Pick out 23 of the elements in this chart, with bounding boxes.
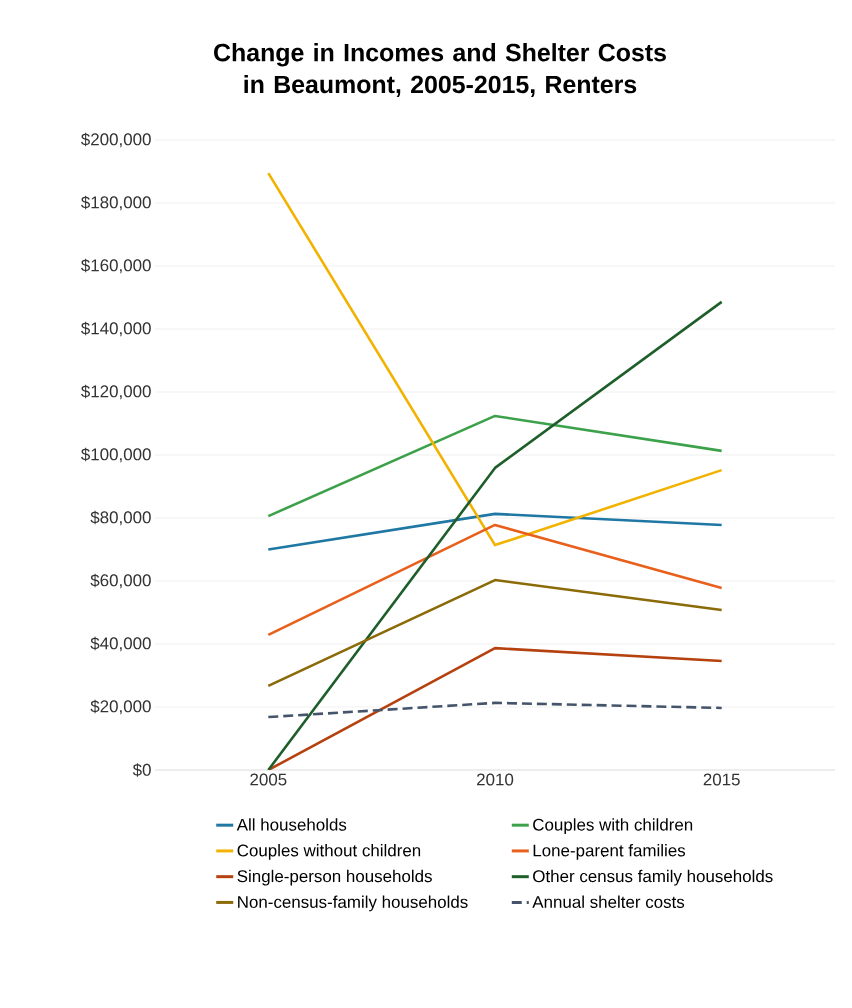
y-tick-label: $0 bbox=[132, 763, 151, 777]
legend-label: Couples without children bbox=[237, 844, 421, 860]
y-tick-label: $120,000 bbox=[81, 384, 151, 400]
y-tick-label: $160,000 bbox=[81, 258, 151, 274]
legend-label: Couples with children bbox=[533, 818, 693, 835]
legend-label: Lone-parent families bbox=[533, 844, 686, 860]
legend-label: Non-census-family households bbox=[238, 895, 468, 912]
x-tick-label: 2010 bbox=[477, 773, 514, 786]
legend-label: Annual shelter costs bbox=[532, 895, 685, 908]
x-tick-label: 2005 bbox=[250, 773, 287, 786]
y-tick-label: $60,000 bbox=[90, 573, 151, 589]
y-tick-label: $40,000 bbox=[90, 636, 151, 652]
chart-title: Change in Incomes and Shelter Costs in Beaumont, 2005-2015, Renters bbox=[214, 43, 666, 97]
legend-label: All households bbox=[236, 818, 347, 831]
legend-label: Other census family households bbox=[533, 869, 773, 886]
y-tick-label: $100,000 bbox=[81, 447, 151, 463]
y-tick-label: $200,000 bbox=[81, 132, 151, 148]
y-tick-label: $180,000 bbox=[81, 195, 151, 211]
y-tick-label: $20,000 bbox=[90, 699, 151, 715]
legend-label: Single-person households bbox=[237, 869, 432, 886]
x-tick-label: 2015 bbox=[703, 773, 740, 786]
y-tick-label: $140,000 bbox=[81, 321, 151, 337]
y-tick-label: $80,000 bbox=[90, 510, 151, 526]
